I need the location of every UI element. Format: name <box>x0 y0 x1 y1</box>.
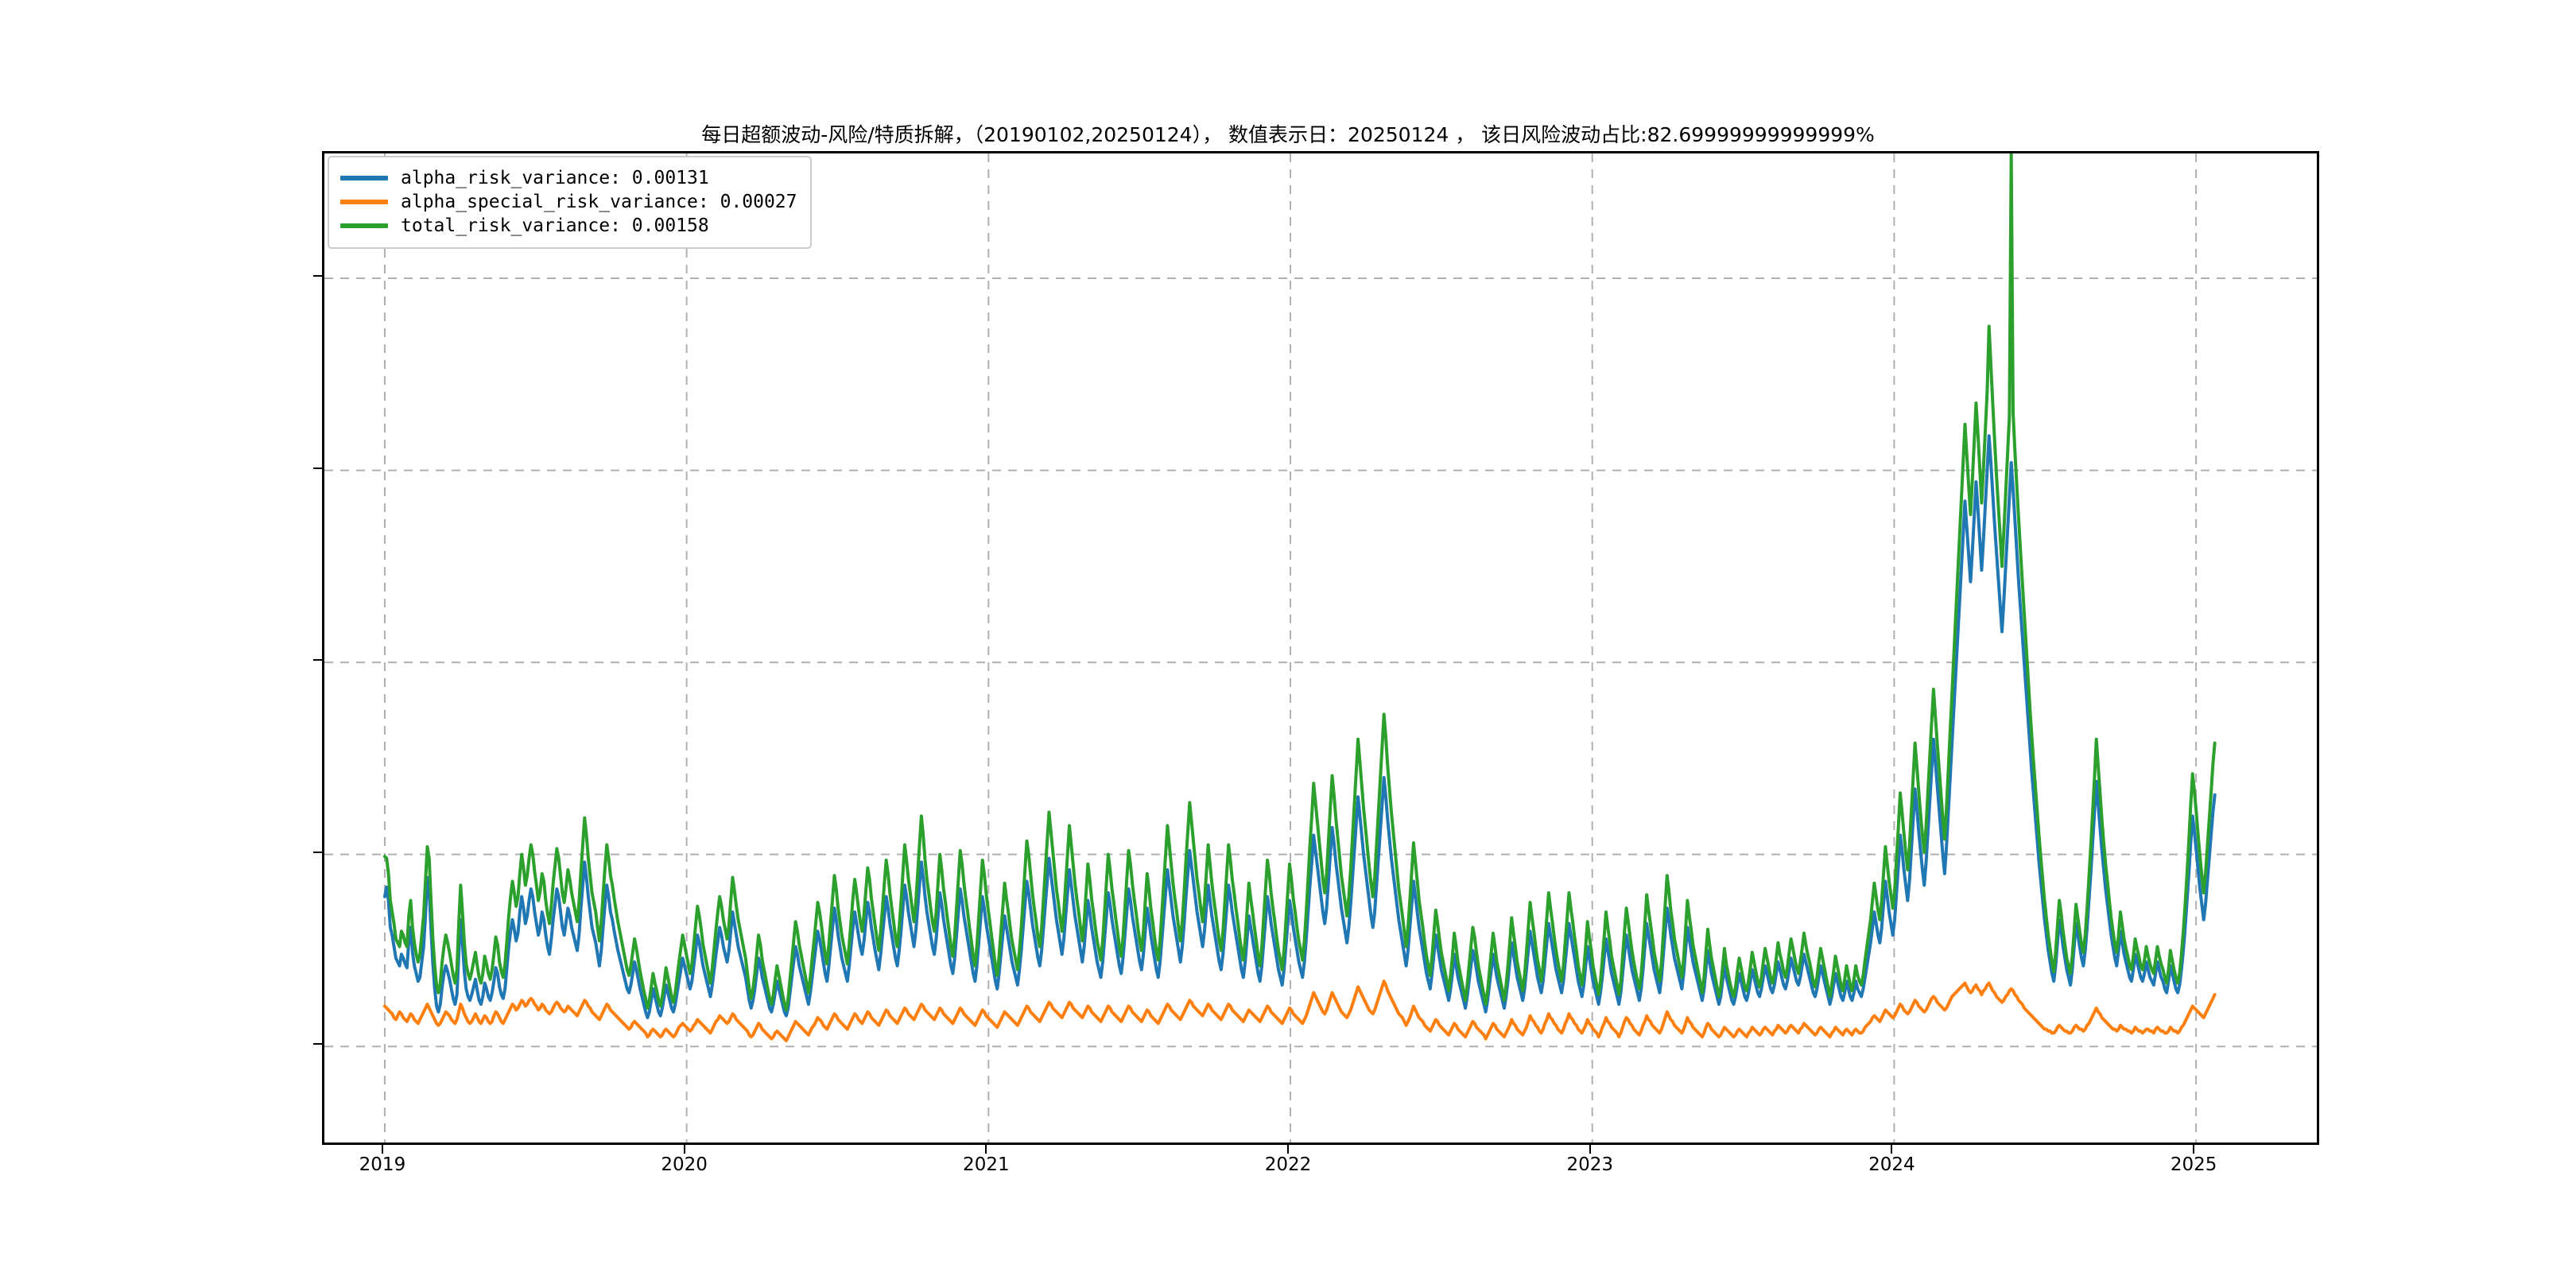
legend-label-alpha-risk-variance: alpha_risk_variance: 0.00131 <box>401 168 709 188</box>
series-line-total-risk-variance <box>382 153 2217 1012</box>
x-tick-label: 2021 <box>963 1154 1010 1175</box>
x-tick-label: 2025 <box>2170 1154 2217 1175</box>
chart-canvas <box>324 153 2317 1143</box>
x-tick-mark <box>1891 1145 1893 1154</box>
x-tick-mark <box>683 1145 685 1154</box>
plot-area <box>322 151 2319 1145</box>
x-tick-label: 2020 <box>661 1154 708 1175</box>
x-tick-mark <box>1287 1145 1290 1154</box>
y-tick-mark <box>313 467 322 469</box>
data-series-group <box>382 153 2217 1042</box>
page-title: 每日超额波动-风险/特质拆解，（20190102,20250124）， 数值表示… <box>701 123 1875 146</box>
x-tick-mark <box>985 1145 987 1154</box>
legend-item-alpha-risk-variance: alpha_risk_variance: 0.00131 <box>340 166 797 190</box>
x-tick-mark <box>2193 1145 2195 1154</box>
legend-label-alpha-special-risk-variance: alpha_special_risk_variance: 0.00027 <box>401 192 797 212</box>
legend-item-alpha-special-risk-variance: alpha_special_risk_variance: 0.00027 <box>340 190 797 214</box>
legend-swatch-green <box>340 223 388 228</box>
legend-swatch-orange <box>340 200 388 204</box>
y-tick-mark <box>313 659 322 661</box>
series-line-alpha-risk-variance <box>382 434 2217 1019</box>
series-line-alpha-special-risk-variance <box>382 980 2217 1042</box>
legend: alpha_risk_variance: 0.00131 alpha_speci… <box>328 156 812 249</box>
x-tick-label: 2024 <box>1868 1154 1915 1175</box>
y-tick-mark <box>313 275 322 277</box>
x-tick-label: 2023 <box>1566 1154 1613 1175</box>
legend-label-total-risk-variance: total_risk_variance: 0.00158 <box>401 215 709 236</box>
y-tick-mark <box>313 1043 322 1046</box>
y-tick-mark <box>313 851 322 853</box>
x-tick-mark <box>1589 1145 1591 1154</box>
x-tick-label: 2022 <box>1264 1154 1312 1175</box>
legend-item-total-risk-variance: total_risk_variance: 0.00158 <box>340 214 797 238</box>
x-tick-mark <box>381 1145 383 1154</box>
gridlines <box>324 153 2317 1143</box>
x-tick-label: 2019 <box>359 1154 406 1175</box>
legend-swatch-blue <box>340 176 388 180</box>
